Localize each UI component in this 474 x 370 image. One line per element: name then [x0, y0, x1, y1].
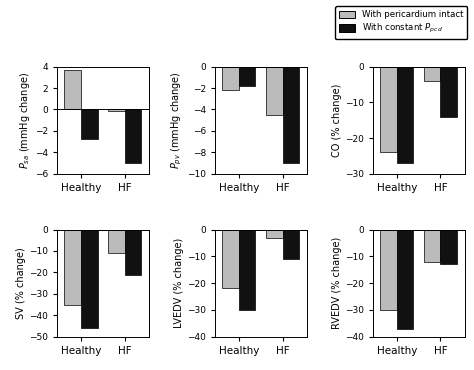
- Bar: [283, 67, 299, 163]
- Bar: [424, 67, 440, 81]
- Y-axis label: CO (% change): CO (% change): [332, 84, 342, 157]
- Bar: [125, 110, 141, 163]
- Y-axis label: $P_{pv}$ (mmHg change): $P_{pv}$ (mmHg change): [170, 71, 184, 169]
- Bar: [108, 110, 125, 111]
- Bar: [222, 67, 239, 90]
- Bar: [64, 70, 81, 110]
- Bar: [266, 229, 283, 238]
- Bar: [239, 229, 255, 310]
- Bar: [440, 229, 457, 264]
- Bar: [108, 229, 125, 253]
- Bar: [239, 67, 255, 86]
- Legend: With pericardium intact, With constant $P_{pcd}$: With pericardium intact, With constant $…: [335, 6, 467, 40]
- Bar: [266, 67, 283, 115]
- Y-axis label: SV (% change): SV (% change): [16, 247, 26, 319]
- Bar: [222, 229, 239, 289]
- Bar: [81, 229, 98, 328]
- Bar: [397, 229, 413, 329]
- Bar: [283, 229, 299, 259]
- Bar: [125, 229, 141, 275]
- Y-axis label: LVEDV (% change): LVEDV (% change): [174, 238, 184, 328]
- Y-axis label: $P_{sa}$ (mmHg change): $P_{sa}$ (mmHg change): [18, 71, 32, 169]
- Bar: [397, 67, 413, 163]
- Y-axis label: RVEDV (% change): RVEDV (% change): [332, 237, 342, 329]
- Bar: [380, 67, 397, 152]
- Bar: [440, 67, 457, 117]
- Bar: [64, 229, 81, 305]
- Bar: [380, 229, 397, 310]
- Bar: [424, 229, 440, 262]
- Bar: [81, 110, 98, 139]
